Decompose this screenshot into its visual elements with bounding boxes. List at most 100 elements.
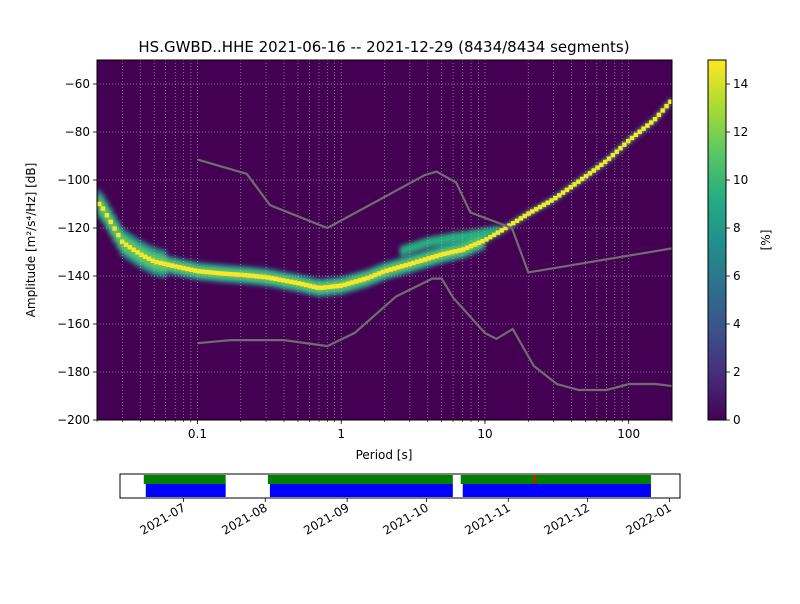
heatmap-mode-cell [235,272,240,277]
heatmap-mode-cell [189,267,194,272]
heatmap-mode-cell [334,283,340,289]
heatmap-mode-cell [296,281,301,286]
heatmap-secondary-cell [422,238,428,249]
heatmap-mode-cell [177,265,182,270]
heatmap-mode-cell [568,184,573,190]
x-tick-label: 1 [337,427,345,441]
heatmap-mode-cell [342,282,347,287]
heatmap-secondary-cell [442,234,447,245]
heatmap-mode-cell [442,251,447,257]
heatmap-secondary-cell [457,231,462,242]
heatmap-mode-cell [139,252,144,258]
heatmap-mode-cell [231,272,236,277]
heatmap-mode-cell [438,252,443,258]
heatmap-mode-cell [595,165,600,170]
noise-model-lines [197,158,672,392]
heatmap-mode-cell [143,254,148,259]
colorbar-tick-label: 6 [733,269,741,283]
timeline-psd-bar [143,475,226,484]
heatmap-mode-cell [399,264,405,269]
timeline-tick-label: 2021-09 [301,500,351,537]
heatmap-mode-cell [315,285,320,290]
heatmap-mode-cell [204,269,209,275]
heatmap-mode-cell [449,249,455,255]
heatmap-mode-cell [411,260,416,266]
heatmap-mode-cell [434,253,439,259]
heatmap-mode-cell [246,273,251,278]
heatmap-mode-cell [215,270,221,276]
heatmap-mode-cell [250,273,255,279]
heatmap-mode-cell [430,254,435,260]
heatmap-mode-cell [660,108,665,113]
heatmap-mode-cell [120,239,125,244]
heatmap-secondary-cell [438,235,443,246]
heatmap-mode-cell [288,279,294,285]
heatmap-mode-cell [652,116,658,122]
heatmap-mode-cell [445,250,451,256]
heatmap-secondary-cell [449,232,455,243]
timeline-tick-label: 2021-10 [380,500,430,537]
heatmap-mode-cell [169,263,175,268]
heatmap-mode-cell [553,195,558,201]
colorbar: 0 2 4 6 8 10 12 14 [%] [707,59,773,427]
heatmap-mode-cell [576,179,581,184]
colorbar-gradient [707,59,727,421]
timeline-data-bar [145,484,226,497]
heatmap-mode-cell [484,237,489,242]
heatmap-mode-cell [545,200,550,205]
heatmap-mode-cell [376,271,382,276]
heatmap-mode-cell [606,156,612,161]
heatmap-mode-cell [104,213,110,218]
colorbar-tick-label: 0 [733,413,741,427]
heatmap-mode-cell [419,258,424,263]
heatmap-mode-cell [369,274,374,279]
heatmap-secondary-cell [465,230,470,241]
heatmap-mode-cell [219,271,225,276]
timeline-border [119,473,681,499]
heatmap-mode-cell [403,263,409,268]
heatmap-mode-cell [353,279,359,284]
heatmap-mode-cell [127,245,133,250]
heatmap-mode-cell [135,250,140,255]
heatmap-mode-cell [396,265,401,270]
heatmap-mode-cell [384,268,389,273]
x-axis-label: Period [s] [356,448,413,462]
heatmap-mode-cell [258,274,263,279]
y-axis: −200 −180 −160 −140 −120 −100 −80 −60 [57,77,97,427]
colorbar-label: [%] [759,230,773,251]
heatmap-mode-cell [488,234,493,240]
heatmap-mode-cell [380,269,386,275]
timeline-tick-label: 2021-07 [137,500,187,537]
colorbar-tick-label: 2 [733,365,741,379]
heatmap-mode-cell [392,266,397,271]
heatmap-mode-cell [100,206,106,211]
heatmap-mode-cell [146,256,152,261]
heatmap-mode-cell [572,182,577,187]
heatmap-mode-cell [327,284,332,290]
heatmap-secondary-cell [411,242,416,253]
heatmap-mode-cell [154,259,159,265]
heatmap-mode-cell [281,278,286,283]
nlnm-line [197,277,672,392]
heatmap-mode-cell [457,248,462,253]
heatmap-mode-cell [284,278,290,284]
timeline-tick-label: 2022-01 [624,500,674,537]
heatmap-mode-cell [123,242,129,247]
heatmap-mode-cell [422,257,428,262]
heatmap-mode-cell [583,173,589,179]
y-tick-label: −120 [57,221,90,235]
heatmap-secondary-cell [415,240,420,251]
heatmap-mode-cell [112,226,117,231]
heatmap-mode-cell [626,138,631,144]
heatmap-mode-cell [560,190,566,195]
heatmap-mode-cell [311,284,317,289]
heatmap-mode-cell [591,168,596,173]
heatmap-mode-cell [637,129,642,134]
timeline-ticks: 2021-07 2021-08 2021-09 2021-10 2021-11 2021-… [137,498,674,538]
x-tick-label: 10 [477,427,492,441]
heatmap-mode-cell [208,270,213,275]
heatmap-mode-cell [173,264,179,269]
heatmap-secondary-cell [461,231,466,242]
heatmap-mode-cell [192,268,198,273]
